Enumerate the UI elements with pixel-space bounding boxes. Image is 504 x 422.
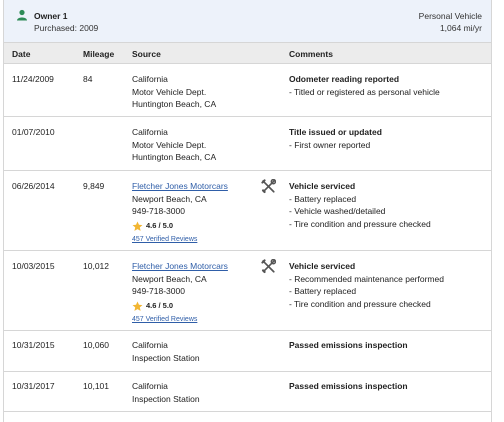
row-date: 10/31/2015 (12, 340, 55, 350)
source-line: California (132, 127, 168, 137)
vehicle-type: Personal Vehicle (418, 11, 482, 21)
comment-line: - First owner reported (289, 139, 371, 150)
row-source: Fletcher Jones Motorcars Newport Beach, … (132, 180, 228, 246)
source-line: California (132, 340, 168, 350)
owner-header: Owner 1 Purchased: 2009 Personal Vehicle… (4, 0, 491, 43)
source-line: Motor Vehicle Dept. (132, 86, 207, 97)
comment-title: Title issued or updated (289, 127, 382, 137)
comment-title: Vehicle serviced (289, 181, 356, 191)
row-comments: Vehicle serviced - Battery replaced - Ve… (289, 180, 431, 230)
source-line: Inspection Station (132, 352, 200, 363)
dealer-link[interactable]: Fletcher Jones Motorcars (132, 181, 228, 191)
rating-value: 4.6 / 5.0 (146, 221, 174, 231)
table-row: 10/31/2017 10,101 California Inspection … (4, 372, 491, 412)
comment-line: - Recommended maintenance performed (289, 273, 444, 284)
row-comments: Title issued or updated - First owner re… (289, 126, 382, 151)
row-mileage: 10,012 (83, 261, 109, 271)
comment-title: Odometer reading reported (289, 74, 400, 84)
comment-title: Vehicle serviced (289, 261, 356, 271)
dealer-rating: 4.6 / 5.0 (132, 221, 228, 233)
source-line: California (132, 381, 168, 391)
row-date: 11/24/2009 (12, 74, 54, 84)
dealer-rating: 4.6 / 5.0 (132, 301, 228, 313)
source-line: Motor Vehicle Dept. (132, 139, 207, 150)
row-source: Fletcher Jones Motorcars Newport Beach, … (132, 260, 228, 326)
comment-line: - Battery replaced (289, 193, 357, 204)
row-mileage: 10,101 (83, 381, 109, 391)
table-row: 10/03/2015 10,012 Fletcher Jones Motorca… (4, 251, 491, 331)
owner-purchased: Purchased: 2009 (34, 23, 99, 33)
star-icon (132, 301, 143, 311)
dealer-phone: 949-718-3000 (132, 286, 185, 296)
table-row: 01/07/2010 California Motor Vehicle Dept… (4, 117, 491, 171)
miles-per-year: 1,064 mi/yr (439, 23, 482, 33)
comment-title: Passed emissions inspection (289, 381, 408, 391)
comment-line: - Titled or registered as personal vehic… (289, 86, 440, 97)
row-comments: Passed emissions inspection (289, 380, 408, 393)
source-line: Huntington Beach, CA (132, 99, 217, 109)
table-row: 11/24/2009 84 California Motor Vehicle D… (4, 64, 491, 117)
source-line: Huntington Beach, CA (132, 152, 217, 162)
comment-line: - Tire condition and pressure checked (289, 218, 431, 229)
row-source: California Inspection Station (132, 380, 200, 405)
source-line: California (132, 74, 168, 84)
dealer-link[interactable]: Fletcher Jones Motorcars (132, 261, 228, 271)
reviews-link[interactable]: 457 Verified Reviews (132, 315, 198, 323)
dealer-phone: 949-718-3000 (132, 206, 185, 216)
row-source: California Inspection Station (132, 339, 200, 364)
source-line: Inspection Station (132, 393, 200, 404)
row-mileage: 10,060 (83, 340, 109, 350)
comment-line: - Vehicle washed/detailed (289, 206, 386, 216)
row-date: 10/31/2017 (12, 381, 55, 391)
comment-title: Passed emissions inspection (289, 340, 408, 350)
rating-value: 4.6 / 5.0 (146, 301, 174, 311)
owner-title: Owner 1 (34, 11, 68, 21)
column-header-date: Date (12, 49, 31, 59)
person-icon (17, 9, 27, 21)
history-panel: Owner 1 Purchased: 2009 Personal Vehicle… (3, 0, 492, 422)
row-comments: Vehicle serviced - Recommended maintenan… (289, 260, 444, 310)
row-comments: Odometer reading reported - Titled or re… (289, 73, 440, 98)
star-icon (132, 221, 143, 231)
comment-line: - Tire condition and pressure checked (289, 298, 431, 309)
column-header-comments: Comments (289, 49, 333, 59)
table-row: 10/31/2015 10,060 California Inspection … (4, 331, 491, 372)
row-date: 06/26/2014 (12, 181, 55, 191)
wrench-screwdriver-icon (261, 259, 276, 274)
table-row: 06/26/2014 9,849 Fletcher Jones Motorcar… (4, 171, 491, 251)
row-date: 01/07/2010 (12, 127, 55, 137)
row-source: California Motor Vehicle Dept. Huntingto… (132, 126, 216, 164)
source-line: Newport Beach, CA (132, 273, 207, 284)
row-source: California Motor Vehicle Dept. Huntingto… (132, 73, 216, 111)
wrench-screwdriver-icon (261, 179, 276, 194)
column-header-mileage: Mileage (83, 49, 115, 59)
row-mileage: 9,849 (83, 181, 105, 191)
source-line: Newport Beach, CA (132, 193, 207, 204)
table-header: Date Mileage Source Comments (4, 43, 491, 64)
row-date: 10/03/2015 (12, 261, 55, 271)
reviews-link[interactable]: 457 Verified Reviews (132, 235, 198, 243)
row-mileage: 84 (83, 74, 93, 84)
row-comments: Passed emissions inspection (289, 339, 408, 352)
comment-line: - Battery replaced (289, 286, 357, 296)
column-header-source: Source (132, 49, 161, 59)
